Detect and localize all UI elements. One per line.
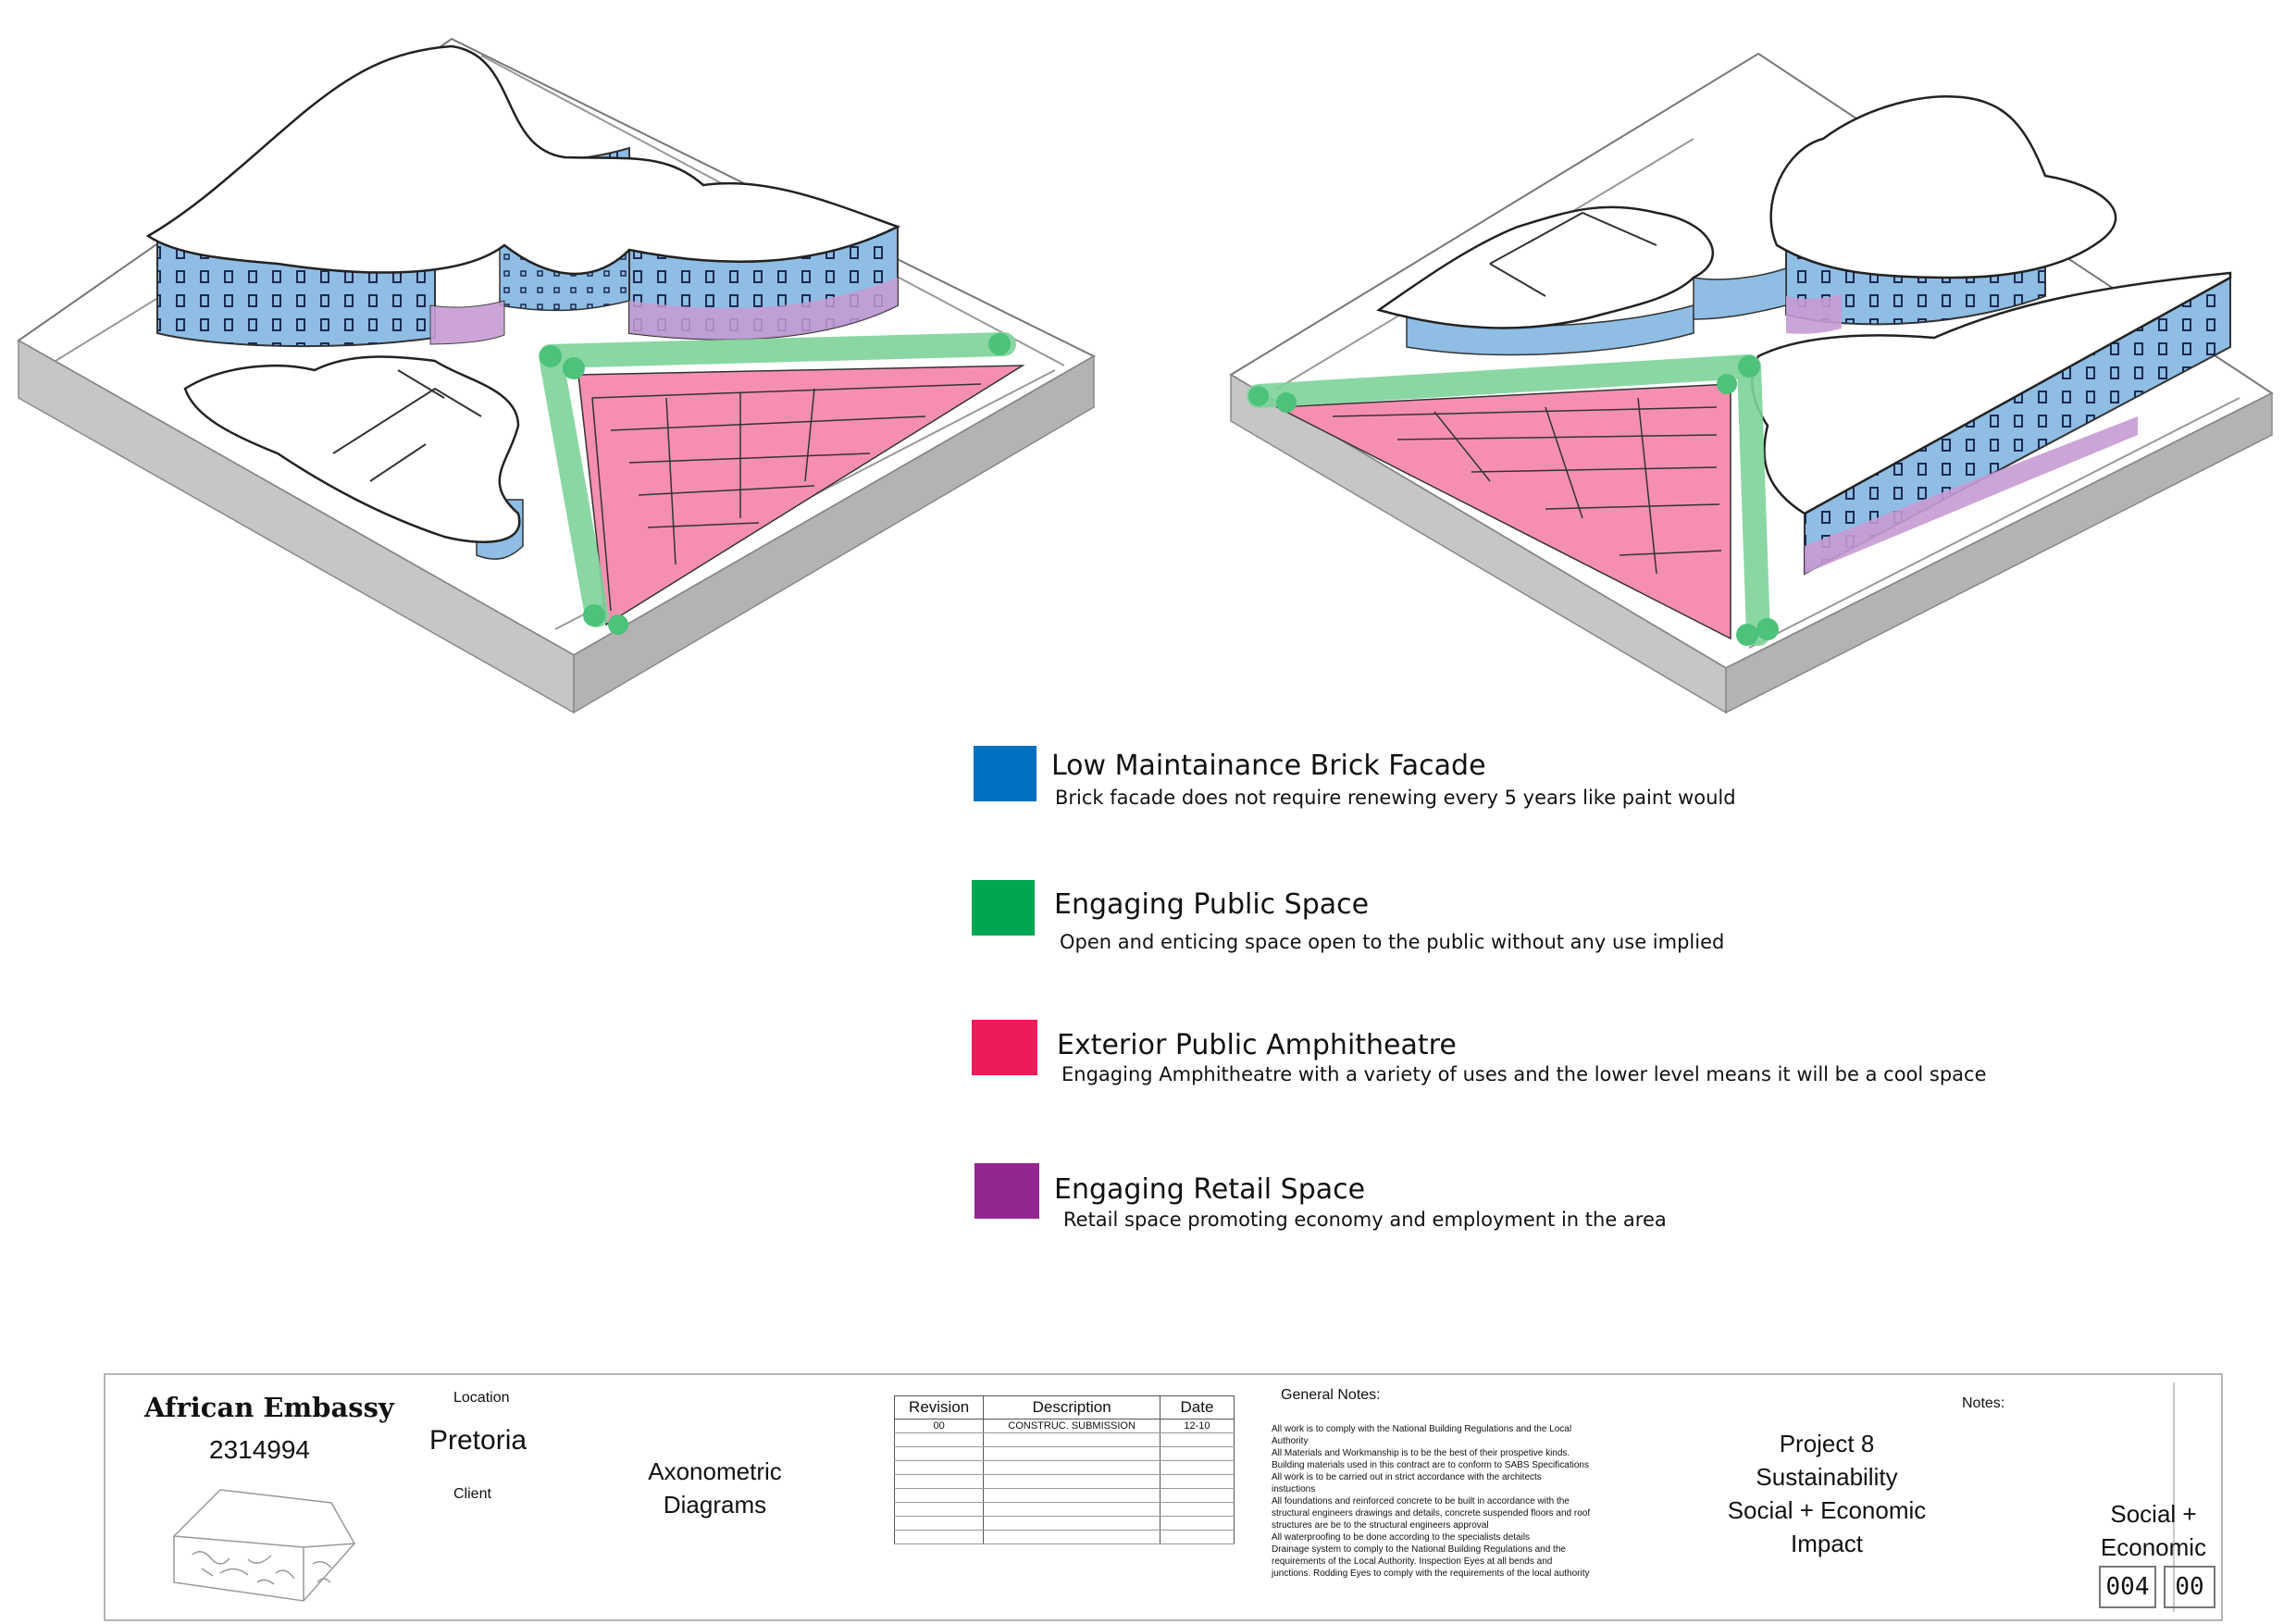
table-cell: [984, 1475, 1160, 1489]
table-cell: [1160, 1447, 1234, 1461]
table-cell: 12-10: [1160, 1419, 1234, 1433]
table-cell: [895, 1447, 984, 1461]
table-row: [895, 1531, 1235, 1544]
general-notes-title: General Notes:: [1281, 1387, 1381, 1404]
table-cell: [895, 1503, 984, 1517]
table-row: [895, 1447, 1235, 1461]
table-cell: [1160, 1475, 1234, 1489]
table-cell: [984, 1433, 1160, 1447]
general-note-line: All foundations and reinforced concrete …: [1272, 1495, 1660, 1507]
axonometric-diagram-right: [1212, 0, 2296, 740]
table-row: [895, 1475, 1235, 1489]
table-cell: [984, 1517, 1160, 1531]
house-sketch-icon: [165, 1481, 368, 1606]
general-note-line: All Materials and Workmanship is to be t…: [1272, 1447, 1660, 1459]
table-cell: [895, 1517, 984, 1531]
general-note-line: junctions. Rodding Eyes to comply with t…: [1272, 1568, 1660, 1580]
table-cell: CONSTRUC. SUBMISSION: [984, 1419, 1160, 1433]
column-header: Revision: [895, 1396, 984, 1419]
project-line: Project 8: [1703, 1427, 1951, 1460]
location-label: Location: [453, 1390, 510, 1407]
legend-title: Low Maintainance Brick Facade: [1051, 750, 1486, 782]
general-note-line: Authority: [1272, 1435, 1660, 1447]
table-row: 00 CONSTRUC. SUBMISSION 12-10: [895, 1419, 1235, 1433]
table-cell: [1160, 1489, 1234, 1503]
table-row: [895, 1503, 1235, 1517]
column-header: Date: [1160, 1396, 1234, 1419]
column-header: Description: [984, 1396, 1160, 1419]
general-note-line: requirements of the Local Authority. Ins…: [1272, 1556, 1660, 1568]
legend-swatch-green: [972, 880, 1035, 936]
sheet-title-line: Economic: [2093, 1531, 2214, 1564]
project-line: Impact: [1703, 1527, 1951, 1560]
axonometric-diagram-left: [0, 0, 1148, 740]
table-cell: [1160, 1503, 1234, 1517]
legend-description: Retail space promoting economy and emplo…: [1063, 1209, 1667, 1231]
legend-title: Engaging Retail Space: [1054, 1173, 1365, 1206]
legend-swatch-pink: [972, 1020, 1037, 1075]
legend-description: Brick facade does not require renewing e…: [1055, 787, 1736, 809]
table-cell: [984, 1489, 1160, 1503]
project-line: Sustainability: [1703, 1460, 1951, 1494]
general-note-line: instuctions: [1272, 1483, 1660, 1495]
legend-description: Open and enticing space open to the publ…: [1060, 931, 1724, 953]
sheet-revision: 00: [2164, 1566, 2215, 1608]
general-notes-list: All work is to comply with the National …: [1272, 1423, 1660, 1580]
general-note-line: Drainage system to comply to the Nationa…: [1272, 1543, 1660, 1556]
project-description: Project 8 Sustainability Social + Econom…: [1703, 1427, 1951, 1560]
amphitheatre: [1277, 384, 1731, 638]
general-note-line: structures are be to the structural engi…: [1272, 1519, 1660, 1531]
table-cell: [1160, 1461, 1234, 1475]
project-number: 2314994: [209, 1435, 310, 1465]
table-cell: [984, 1531, 1160, 1544]
sheet-number: 004: [2099, 1566, 2156, 1608]
table-row: [895, 1433, 1235, 1447]
table-cell: [1160, 1433, 1234, 1447]
table-cell: 00: [895, 1419, 984, 1433]
table-cell: [895, 1489, 984, 1503]
table-cell: [895, 1531, 984, 1544]
revision-table: Revision Description Date 00 CONSTRUC. SU…: [894, 1395, 1235, 1544]
general-note-line: All work is to be carried out in strict …: [1272, 1471, 1660, 1483]
drawing-title: Axonometric Diagrams: [639, 1455, 791, 1521]
notes-label: Notes:: [1962, 1395, 2004, 1412]
table-cell: [895, 1475, 984, 1489]
table-row: [895, 1517, 1235, 1531]
general-note-line: Building materials used in this contract…: [1272, 1459, 1660, 1471]
drawing-title-line: Axonometric: [639, 1455, 791, 1488]
general-note-line: All waterproofing to be done according t…: [1272, 1531, 1660, 1543]
table-cell: [1160, 1517, 1234, 1531]
table-row: [895, 1489, 1235, 1503]
table-cell: [984, 1503, 1160, 1517]
sheet-title-line: Social +: [2093, 1497, 2214, 1531]
table-cell: [895, 1461, 984, 1475]
table-cell: [984, 1461, 1160, 1475]
amphitheatre: [578, 366, 1023, 625]
sheet-title: Social + Economic: [2093, 1497, 2214, 1564]
project-name: African Embassy: [144, 1392, 394, 1423]
drawing-title-line: Diagrams: [639, 1488, 791, 1521]
table-cell: [895, 1433, 984, 1447]
table-row: [895, 1461, 1235, 1475]
legend-description: Engaging Amphitheatre with a variety of …: [1061, 1063, 1987, 1085]
table-cell: [984, 1447, 1160, 1461]
legend-swatch-blue: [974, 746, 1036, 801]
legend-title: Exterior Public Amphitheatre: [1057, 1029, 1457, 1061]
table-cell: [1160, 1531, 1234, 1544]
revision-table-header: Revision Description Date: [895, 1396, 1235, 1419]
project-line: Social + Economic: [1703, 1494, 1951, 1527]
general-note-line: All work is to comply with the National …: [1272, 1423, 1660, 1435]
client-label: Client: [453, 1486, 491, 1503]
legend-title: Engaging Public Space: [1054, 888, 1369, 921]
general-note-line: structural engineers drawings and detail…: [1272, 1507, 1660, 1519]
legend-swatch-purple: [974, 1163, 1039, 1219]
location-value: Pretoria: [429, 1425, 527, 1457]
